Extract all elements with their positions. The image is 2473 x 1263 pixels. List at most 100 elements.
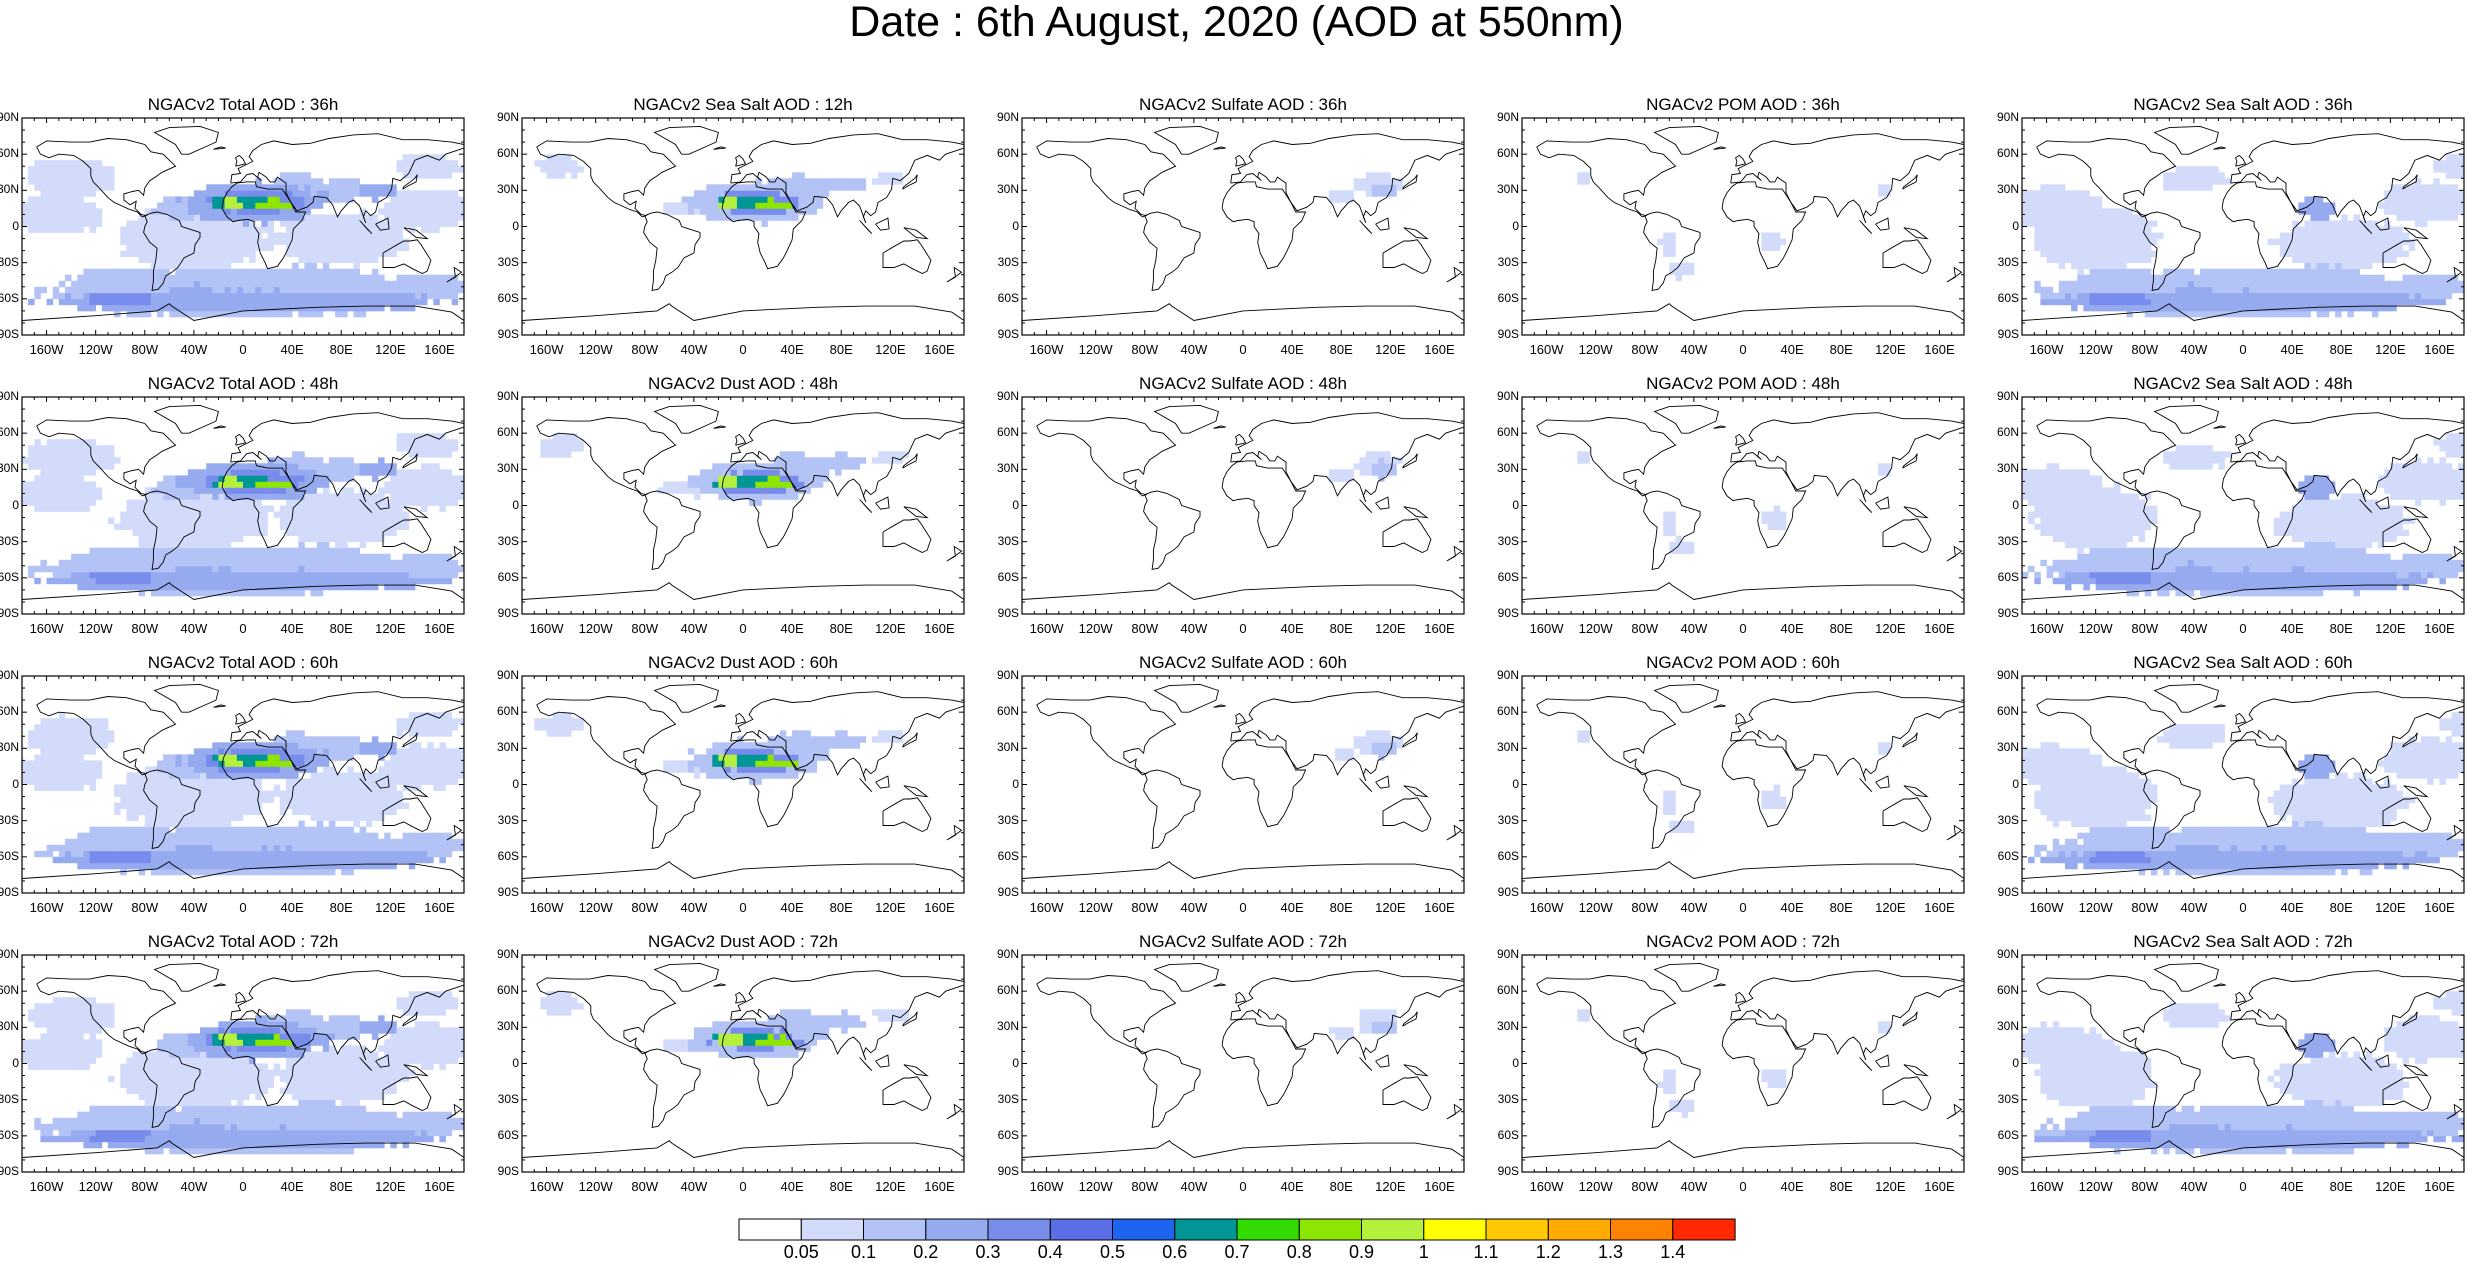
latitude-tick-label: 30S — [989, 1092, 1019, 1106]
latitude-tick-label: 60S — [1489, 1128, 1519, 1142]
longitude-tick-label: 160E — [2417, 900, 2461, 915]
aod-map — [1022, 397, 1464, 614]
longitude-tick-label: 40E — [270, 621, 314, 636]
longitude-tick-label: 40W — [172, 342, 216, 357]
longitude-tick-label: 40W — [1672, 900, 1716, 915]
colorbar-swatch — [988, 1219, 1050, 1240]
aod-map — [22, 676, 464, 893]
latitude-tick-label: 30N — [1489, 1019, 1519, 1033]
latitude-tick-label: 90S — [1989, 885, 2019, 899]
longitude-tick-label: 40W — [672, 342, 716, 357]
colorbar-swatch — [1237, 1219, 1299, 1240]
longitude-tick-label: 80E — [2319, 1179, 2363, 1194]
colorbar-tick-label: 1.1 — [1461, 1242, 1511, 1263]
map-background — [1022, 397, 1464, 614]
latitude-tick-label: 30S — [1989, 534, 2019, 548]
latitude-tick-label: 60S — [989, 570, 1019, 584]
longitude-tick-label: 80W — [623, 621, 667, 636]
longitude-tick-label: 120W — [574, 900, 618, 915]
latitude-tick-label: 0 — [489, 498, 519, 512]
latitude-tick-label: 90S — [989, 885, 1019, 899]
aod-map — [1022, 118, 1464, 335]
latitude-tick-label: 30S — [0, 1092, 19, 1106]
longitude-tick-label: 80W — [2123, 621, 2167, 636]
latitude-tick-label: 90S — [1489, 1164, 1519, 1178]
longitude-tick-label: 80W — [1623, 342, 1667, 357]
longitude-tick-label: 40E — [1270, 342, 1314, 357]
latitude-tick-label: 60N — [0, 983, 19, 997]
longitude-tick-label: 160W — [1025, 342, 1069, 357]
aod-map — [1022, 676, 1464, 893]
colorbar-tick-label: 0.2 — [901, 1242, 951, 1263]
map-background — [1522, 118, 1964, 335]
latitude-tick-label: 90S — [0, 885, 19, 899]
latitude-tick-label: 0 — [989, 1056, 1019, 1070]
longitude-tick-label: 40E — [1770, 621, 1814, 636]
aod-map — [522, 397, 964, 614]
panel-title: NGACv2 Total AOD : 72h — [22, 932, 464, 952]
longitude-tick-label: 0 — [2221, 900, 2265, 915]
longitude-tick-label: 40W — [672, 900, 716, 915]
latitude-tick-label: 30S — [0, 255, 19, 269]
latitude-tick-label: 90S — [489, 327, 519, 341]
colorbar-tick-label: 1.3 — [1586, 1242, 1636, 1263]
longitude-tick-label: 160E — [1917, 342, 1961, 357]
latitude-tick-label: 0 — [1489, 777, 1519, 791]
longitude-tick-label: 160E — [417, 1179, 461, 1194]
colorbar-swatch — [1175, 1219, 1237, 1240]
longitude-tick-label: 160W — [2025, 1179, 2069, 1194]
latitude-tick-label: 60N — [0, 146, 19, 160]
longitude-tick-label: 120E — [368, 1179, 412, 1194]
longitude-tick-label: 160W — [1525, 1179, 1569, 1194]
longitude-tick-label: 40W — [1172, 342, 1216, 357]
longitude-tick-label: 0 — [721, 621, 765, 636]
aod-map — [22, 955, 464, 1172]
longitude-tick-label: 120E — [368, 621, 412, 636]
longitude-tick-label: 80W — [1623, 1179, 1667, 1194]
longitude-tick-label: 0 — [1721, 621, 1765, 636]
colorbar-tick-label: 0.4 — [1025, 1242, 1075, 1263]
latitude-tick-label: 90S — [1489, 327, 1519, 341]
longitude-tick-label: 40E — [1770, 342, 1814, 357]
longitude-tick-label: 40W — [172, 621, 216, 636]
aod-map — [522, 676, 964, 893]
latitude-tick-label: 30N — [489, 740, 519, 754]
latitude-tick-label: 60N — [989, 425, 1019, 439]
longitude-tick-label: 80E — [819, 342, 863, 357]
longitude-tick-label: 160W — [25, 342, 69, 357]
longitude-tick-label: 160E — [917, 900, 961, 915]
latitude-tick-label: 30N — [489, 461, 519, 475]
longitude-tick-label: 160E — [1417, 1179, 1461, 1194]
latitude-tick-label: 90N — [1489, 947, 1519, 961]
longitude-tick-label: 120W — [1574, 621, 1618, 636]
longitude-tick-label: 40E — [2270, 342, 2314, 357]
latitude-tick-label: 60N — [989, 704, 1019, 718]
map-background — [1522, 397, 1964, 614]
latitude-tick-label: 0 — [1489, 219, 1519, 233]
aod-map — [1522, 118, 1964, 335]
longitude-tick-label: 120W — [74, 900, 118, 915]
longitude-tick-label: 0 — [221, 900, 265, 915]
longitude-tick-label: 0 — [1721, 900, 1765, 915]
longitude-tick-label: 80W — [123, 342, 167, 357]
longitude-tick-label: 160W — [525, 1179, 569, 1194]
longitude-tick-label: 0 — [721, 342, 765, 357]
latitude-tick-label: 90S — [489, 606, 519, 620]
longitude-tick-label: 80E — [2319, 900, 2363, 915]
latitude-tick-label: 0 — [0, 498, 19, 512]
longitude-tick-label: 120W — [2074, 621, 2118, 636]
colorbar-swatch — [1299, 1219, 1361, 1240]
longitude-tick-label: 80W — [623, 342, 667, 357]
latitude-tick-label: 30S — [1489, 534, 1519, 548]
latitude-tick-label: 90N — [989, 947, 1019, 961]
map-background — [522, 676, 964, 893]
latitude-tick-label: 60N — [1989, 983, 2019, 997]
latitude-tick-label: 60S — [0, 570, 19, 584]
latitude-tick-label: 60S — [1989, 849, 2019, 863]
latitude-tick-label: 90S — [489, 1164, 519, 1178]
aod-map — [2022, 955, 2464, 1172]
longitude-tick-label: 120E — [2368, 1179, 2412, 1194]
latitude-tick-label: 60S — [489, 570, 519, 584]
latitude-tick-label: 0 — [489, 219, 519, 233]
latitude-tick-label: 90N — [1989, 947, 2019, 961]
